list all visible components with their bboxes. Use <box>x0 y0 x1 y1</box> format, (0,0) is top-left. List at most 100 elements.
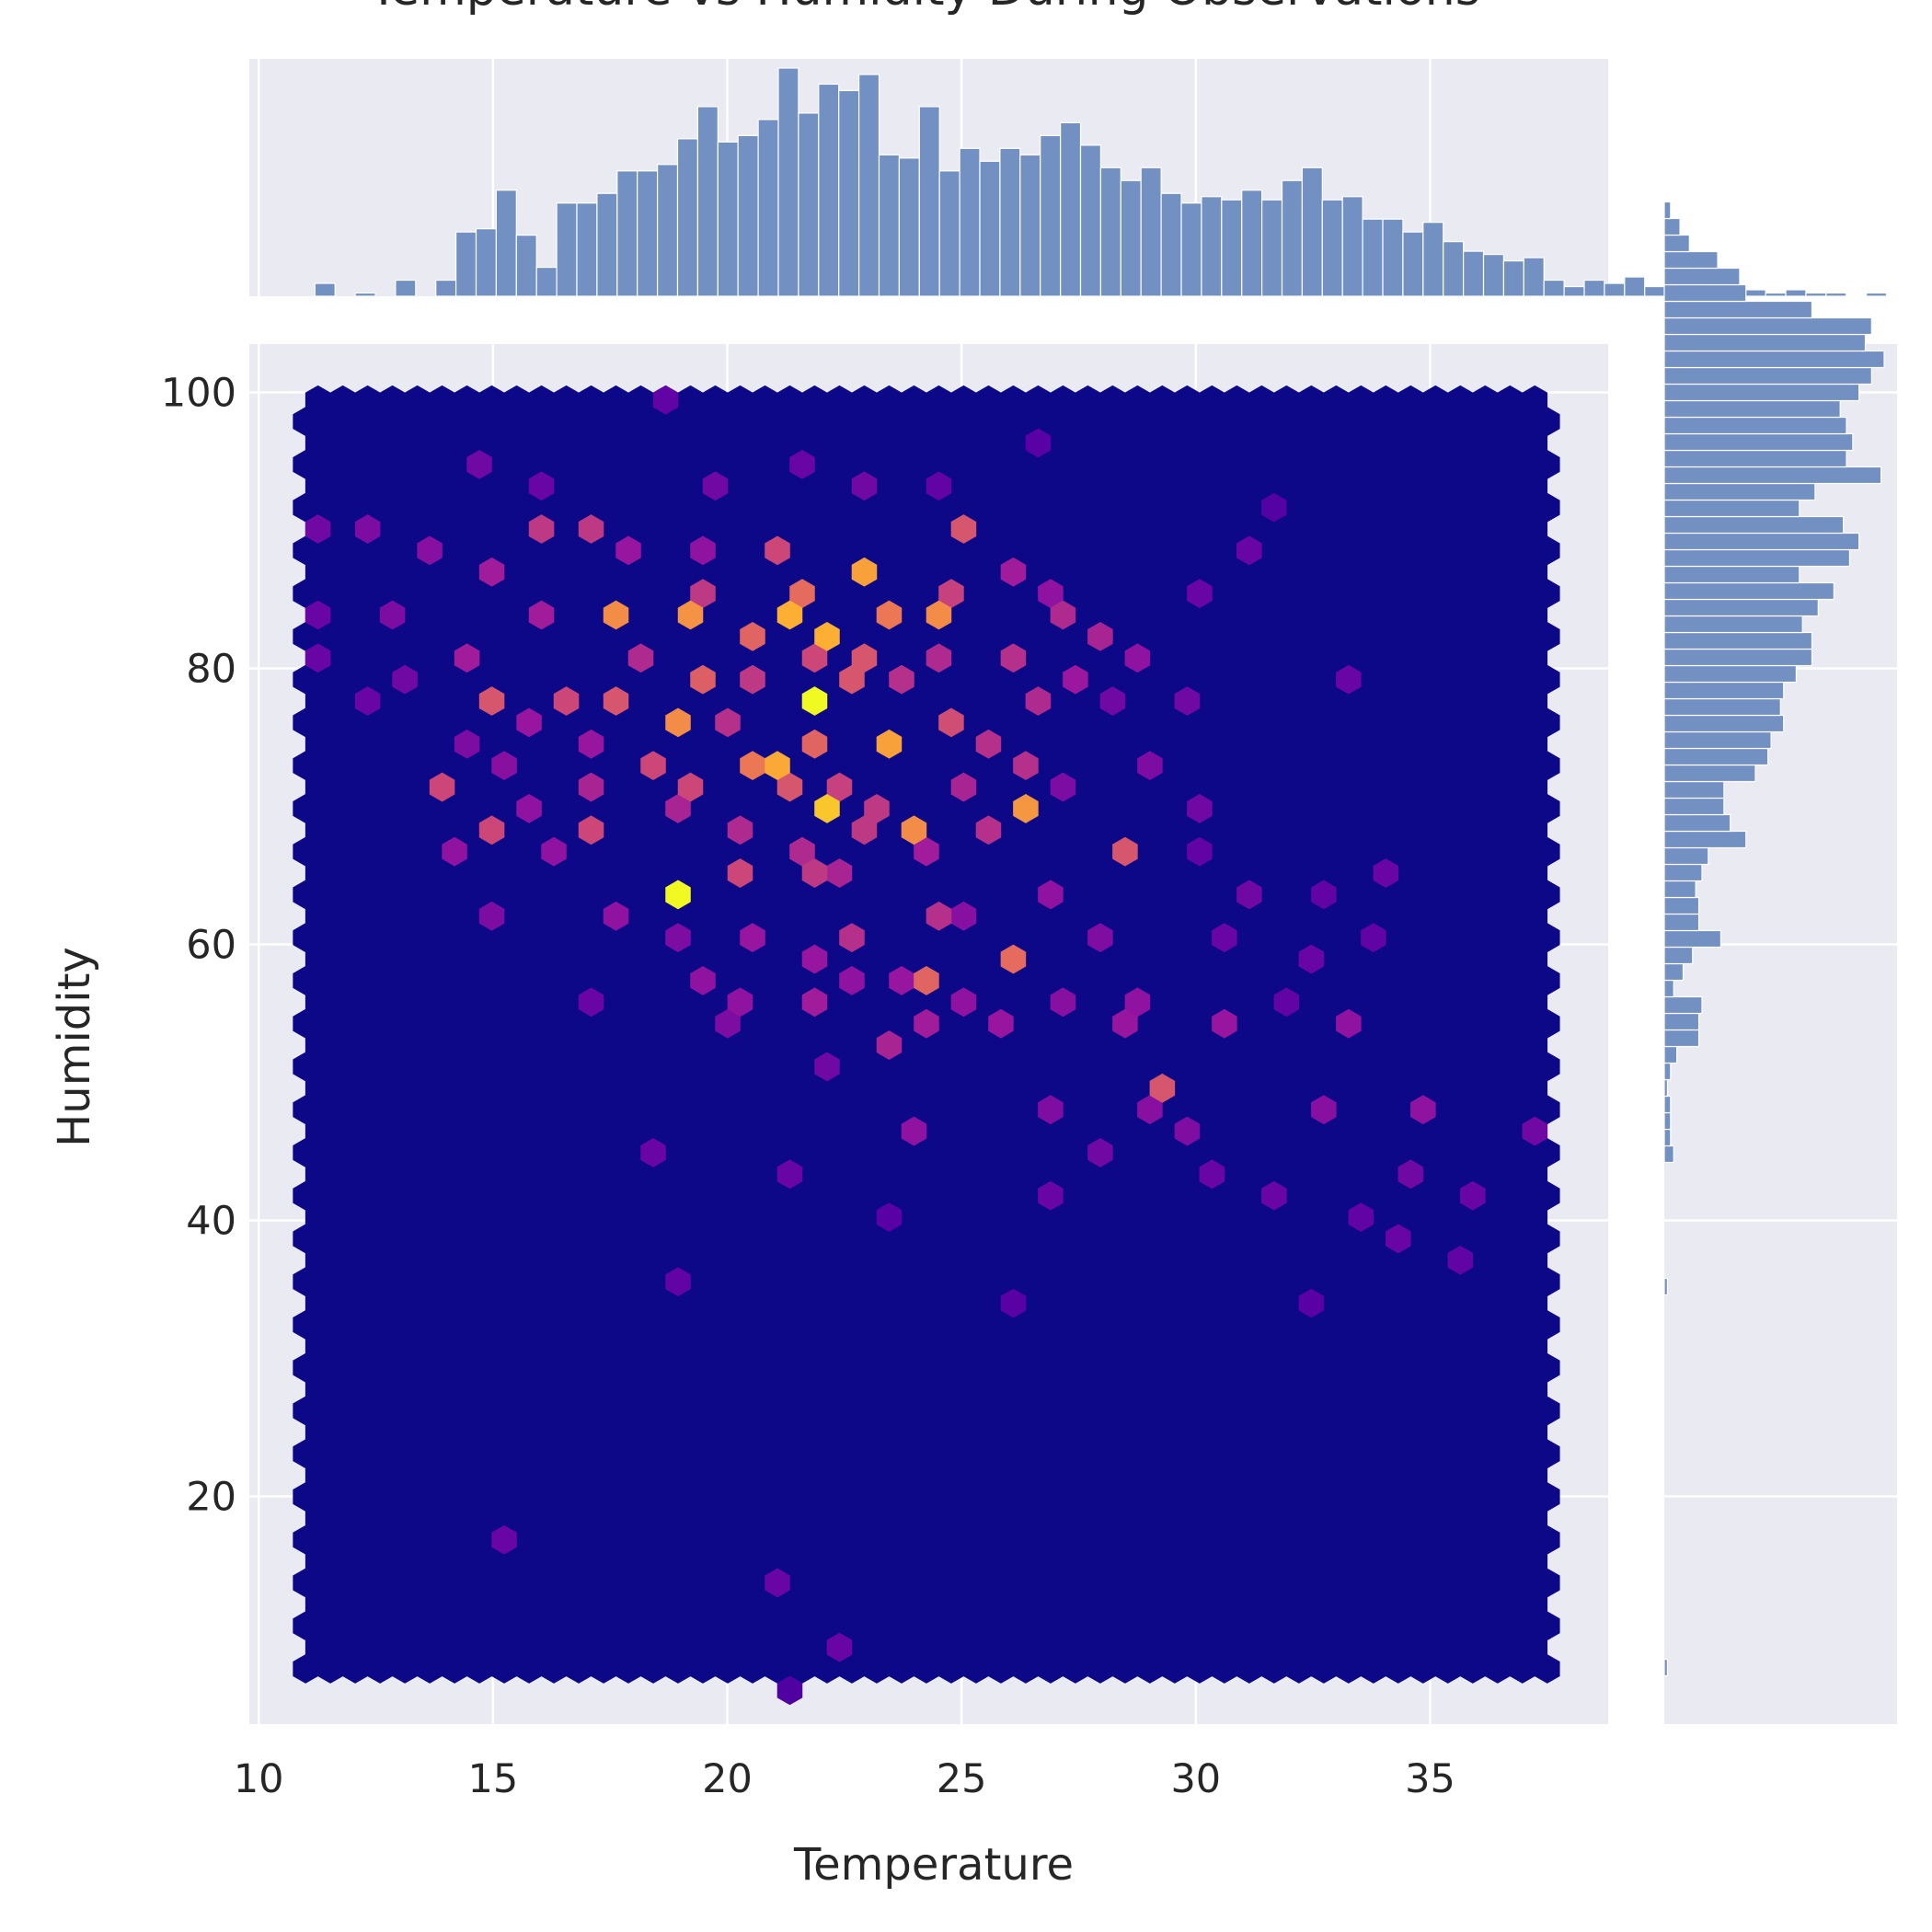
hexbin-cell <box>1162 966 1188 995</box>
hexbin-cell <box>1361 1654 1386 1684</box>
hexbin-cell <box>1286 1095 1312 1125</box>
hexbin-cell <box>814 1224 840 1254</box>
hexbin-cell <box>1510 1224 1535 1254</box>
hexbin-cell <box>379 600 406 630</box>
hexbin-cell <box>454 385 480 415</box>
hexbin-cell <box>329 514 356 544</box>
hexbin-cell <box>342 1138 368 1167</box>
right-histogram-bar <box>1663 598 1819 617</box>
hexbin-cell <box>1410 1224 1436 1254</box>
hexbin-cell <box>1298 944 1325 974</box>
hexbin-cell <box>516 1224 542 1254</box>
hexbin-cell <box>429 1417 455 1447</box>
hexbin-cell <box>677 428 704 458</box>
hexbin-cell <box>963 707 989 738</box>
hexbin-cell <box>1410 579 1436 609</box>
hexbin-cell <box>1013 1524 1039 1555</box>
hexbin-cell <box>1087 1267 1113 1297</box>
hexbin-cell <box>454 772 480 802</box>
hexbin-cell <box>1124 1417 1151 1447</box>
hexbin-cell <box>1485 923 1511 953</box>
hexbin-cell <box>429 1460 455 1490</box>
hexbin-cell <box>1472 643 1499 673</box>
hexbin-cell <box>1099 1547 1126 1577</box>
hexbin-cell <box>553 1288 580 1318</box>
hexbin-cell <box>1510 1180 1535 1211</box>
hexbin-cell <box>1410 1439 1436 1469</box>
hexbin-cell <box>478 1503 505 1534</box>
hexbin-cell <box>503 1159 530 1190</box>
hexbin-cell <box>1447 858 1474 888</box>
hexbin-cell <box>1348 987 1374 1018</box>
hexbin-cell <box>640 492 666 523</box>
hexbin-cell <box>1286 923 1312 953</box>
hexbin-cell <box>752 1202 778 1232</box>
hexbin-cell <box>603 1331 629 1362</box>
hexbin-cell <box>715 1095 741 1125</box>
hexbin-cell <box>851 1589 878 1619</box>
hexbin-cell <box>578 858 604 888</box>
hexbin-cell <box>1013 535 1039 566</box>
hexbin-cell <box>801 815 828 845</box>
hexbin-cell <box>1422 1632 1449 1662</box>
hexbin-cell <box>864 1524 890 1555</box>
hexbin-cell <box>776 987 803 1018</box>
hexbin-cell <box>1522 729 1548 759</box>
hexbin-cell <box>963 1267 989 1297</box>
hexbin-cell <box>478 1547 505 1577</box>
hexbin-cell <box>677 1331 704 1362</box>
hexbin-cell <box>516 1310 542 1340</box>
hexbin-cell <box>1137 1524 1163 1555</box>
top-histogram-bar <box>535 266 558 297</box>
hexbin-cell <box>1050 1417 1076 1447</box>
hexbin-cell <box>1460 1224 1486 1254</box>
hexbin-cell <box>640 664 666 695</box>
hexbin-cell <box>293 535 318 566</box>
hexbin-cell <box>392 1180 418 1211</box>
hexbin-cell <box>1224 944 1250 974</box>
hexbin-cell <box>354 815 381 845</box>
hexbin-cell <box>1224 1589 1250 1619</box>
hexbin-cell <box>1000 815 1027 845</box>
hexbin-cell <box>478 471 505 501</box>
hexbin-cell <box>1248 385 1275 415</box>
hexbin-cell <box>876 1116 903 1146</box>
hexbin-cell <box>851 1288 878 1318</box>
hexbin-cell <box>342 1352 368 1383</box>
hexbin-cell <box>665 1352 691 1383</box>
hexbin-cell <box>1497 1374 1524 1404</box>
hexbin-cell <box>876 815 903 845</box>
hexbin-cell <box>889 535 914 566</box>
hexbin-cell <box>491 1396 517 1426</box>
hexbin-cell <box>765 407 790 437</box>
hexbin-cell <box>889 1352 914 1383</box>
hexbin-cell <box>1485 622 1511 651</box>
hexbin-cell <box>727 944 753 974</box>
hexbin-cell <box>1137 1482 1163 1512</box>
hexbin-cell <box>293 923 318 953</box>
hexbin-cell <box>1236 1224 1262 1254</box>
hexbin-cell <box>1435 794 1461 823</box>
hexbin-cell <box>1497 1288 1524 1318</box>
hexbin-cell <box>950 428 977 458</box>
top-histogram-bar <box>1785 289 1807 297</box>
hexbin-cell <box>926 514 952 544</box>
hexbin-cell <box>1386 1439 1411 1469</box>
hexbin-cell <box>851 772 878 802</box>
hexbin-cell <box>1298 643 1325 673</box>
hexbin-cell <box>541 622 567 651</box>
hexbin-cell <box>591 664 616 695</box>
hexbin-cell <box>516 836 542 867</box>
hexbin-cell <box>1510 1008 1535 1039</box>
hexbin-cell <box>1386 1095 1411 1125</box>
hexbin-cell <box>429 944 455 974</box>
hexbin-cell <box>1112 1396 1138 1426</box>
hexbin-cell <box>1174 729 1201 759</box>
hexbin-cell <box>293 1310 318 1340</box>
hexbin-cell <box>814 449 840 479</box>
hexbin-cell <box>442 664 467 695</box>
hexbin-cell <box>342 880 368 910</box>
hexbin-cell <box>864 1654 890 1684</box>
hexbin-cell <box>603 1589 629 1619</box>
hexbin-cell <box>1373 1030 1399 1060</box>
